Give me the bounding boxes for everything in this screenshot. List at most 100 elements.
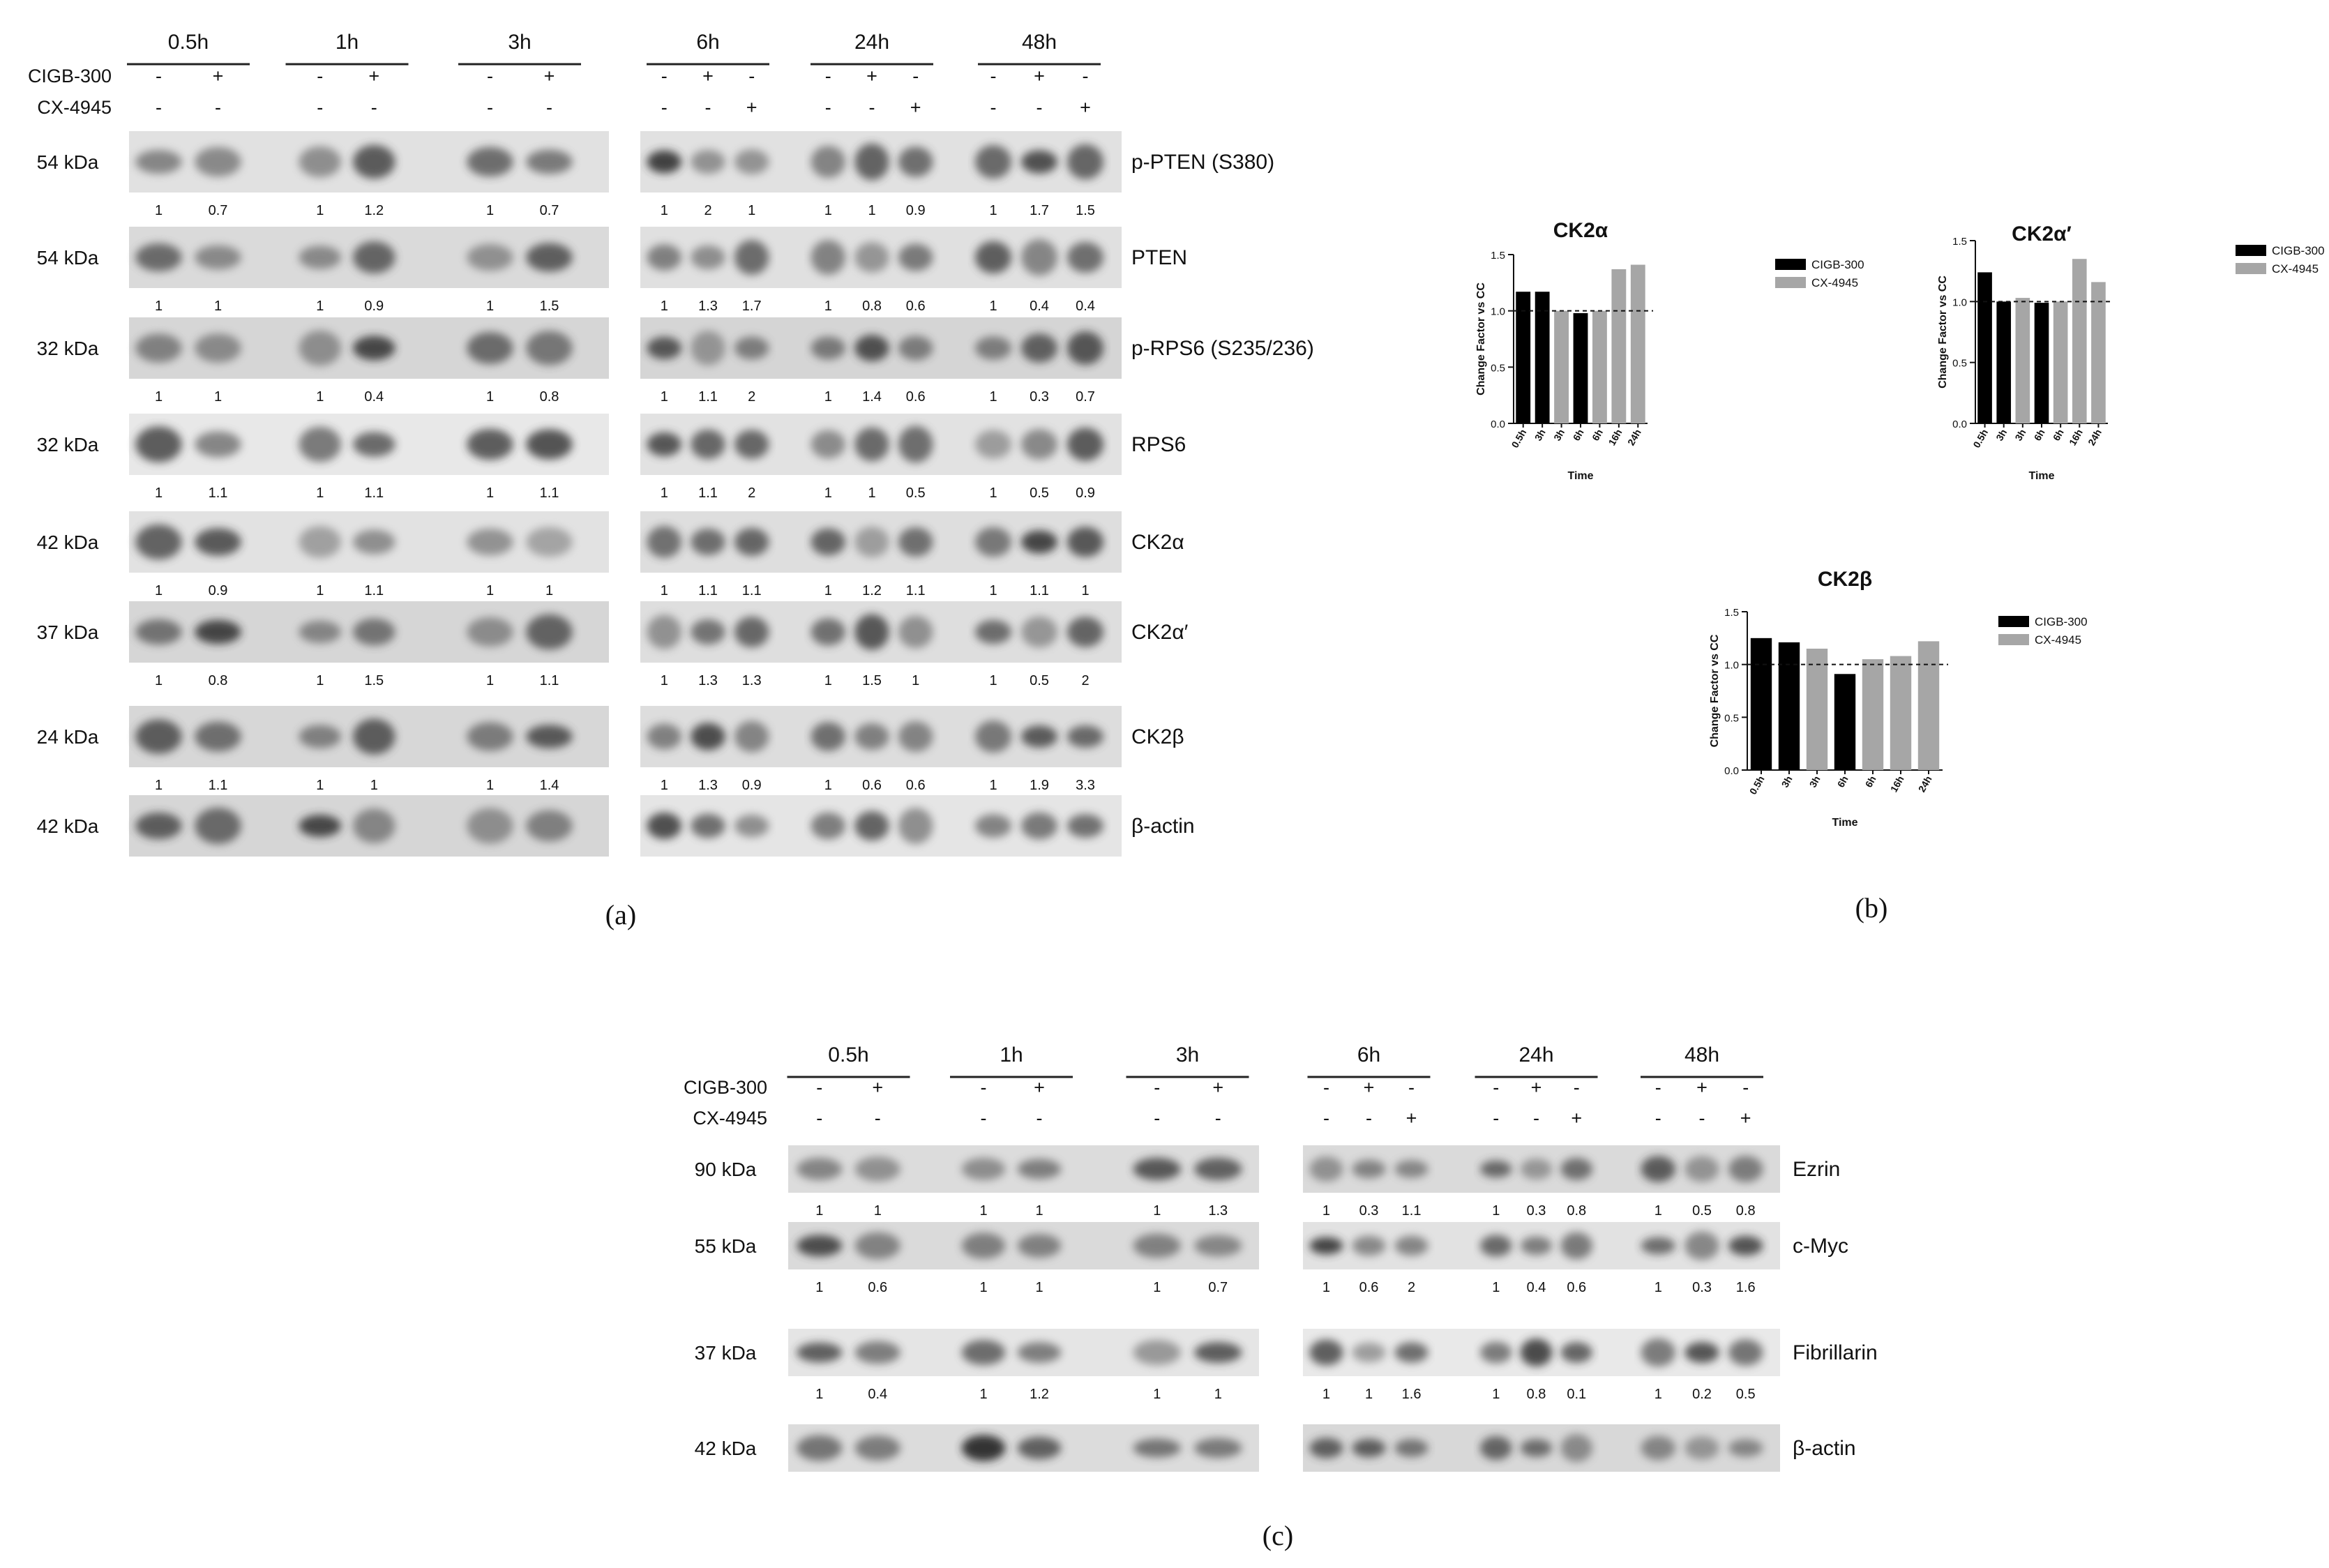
protein-band [975,721,1011,753]
sign-plus: + [1696,1077,1708,1098]
timepoint-label: 1h [336,31,359,54]
sign-minus: - [1655,1108,1661,1129]
protein-band [1021,616,1057,648]
quantification-value: 1.7 [1030,203,1049,218]
protein-band [975,241,1011,274]
y-tick-label: 0.0 [1724,765,1739,777]
protein-band [691,619,725,645]
chart-title: CK2α′ [2012,223,2072,246]
quantification-value: 1 [1081,583,1089,598]
protein-label: CK2β [1131,725,1184,748]
bar [1996,301,2012,423]
protein-band [1067,428,1103,461]
protein-band [1394,1342,1429,1363]
protein-band [975,814,1011,838]
quantification-value: 0.9 [1076,485,1095,501]
protein-band [1194,1157,1242,1181]
sign-minus: - [546,97,552,118]
protein-band [1021,530,1057,554]
protein-band [1067,725,1103,748]
y-tick-label: 1.0 [1952,296,1967,308]
molecular-weight-label: 90 kDa [695,1159,757,1180]
protein-label: RPS6 [1131,433,1186,456]
quantification-value: 0.3 [1030,389,1049,405]
quantification-value: 1 [815,1387,823,1402]
quantification-value: 1 [661,778,668,793]
sign-minus: - [981,1077,987,1098]
sign-minus: - [816,1108,822,1129]
protein-band [647,615,681,649]
bar [1535,292,1550,423]
protein-band [975,336,1011,360]
quantification-value: 1 [989,203,997,218]
protein-band [811,146,846,178]
quantification-value: 1.6 [1736,1280,1756,1295]
x-axis-label: Time [2028,470,2054,482]
quantification-value: 1 [316,778,324,793]
x-tick-label: 3h [1807,774,1823,790]
quantification-value: 1 [486,673,494,688]
quantification-value: 1 [545,583,553,598]
quantification-value: 1 [214,299,222,314]
protein-band [1017,1342,1062,1363]
quantification-value: 0.7 [209,203,228,218]
x-tick-label: 16h [2067,428,2085,448]
protein-band [811,336,846,360]
protein-band [195,808,241,844]
quantification-value: 1.1 [364,583,384,598]
protein-band [898,425,933,463]
quantification-value: 0.6 [906,778,926,793]
sign-minus: - [1154,1108,1160,1129]
protein-band [353,529,395,555]
protein-band [299,330,341,366]
protein-band [353,336,395,361]
protein-band [1641,1156,1675,1182]
protein-band [1684,1341,1719,1364]
protein-band [1194,1438,1242,1458]
legend-label: CIGB-300 [2272,244,2325,257]
quantification-value: 1.5 [862,673,882,688]
sign-minus: - [825,97,831,118]
protein-band [526,725,573,748]
quantification-value: 0.8 [1736,1203,1756,1219]
protein-band [1520,1439,1553,1457]
protein-band [135,812,182,840]
quantification-value: 0.8 [209,673,228,688]
x-tick-label: 3h [1551,428,1567,443]
protein-label: β-actin [1793,1437,1856,1460]
quantification-value: 1.1 [1030,583,1049,598]
protein-band [975,619,1011,644]
sign-plus: + [1212,1077,1223,1098]
legend-label: CIGB-300 [2035,615,2088,628]
protein-band [811,240,846,275]
quantification-value: 1 [979,1203,987,1219]
protein-label: Ezrin [1793,1158,1840,1181]
quantification-value: 1 [824,583,832,598]
sign-minus: - [1742,1077,1749,1098]
quantification-value: 1 [989,778,997,793]
molecular-weight-label: 37 kDa [695,1342,757,1364]
protein-band [299,246,341,269]
x-tick-label: 16h [1888,774,1906,794]
sign-minus: - [156,66,162,86]
protein-band [1480,1435,1512,1461]
quantification-value: 1.5 [1076,203,1095,218]
x-tick-label: 6h [1590,428,1605,443]
protein-band [797,1435,843,1461]
protein-band [854,527,889,557]
protein-band [734,336,769,360]
protein-band [975,527,1011,557]
quantification-value: 0.9 [742,778,762,793]
protein-band [811,722,846,751]
sign-minus: - [816,1077,822,1098]
protein-band [854,143,889,181]
protein-band [1560,1433,1592,1463]
quantification-value: 1 [486,203,494,218]
quantification-value: 1 [868,485,875,501]
protein-band [135,149,182,174]
quantification-value: 0.3 [1359,1203,1379,1219]
quantification-value: 0.9 [209,583,228,598]
bar [1917,641,1940,770]
